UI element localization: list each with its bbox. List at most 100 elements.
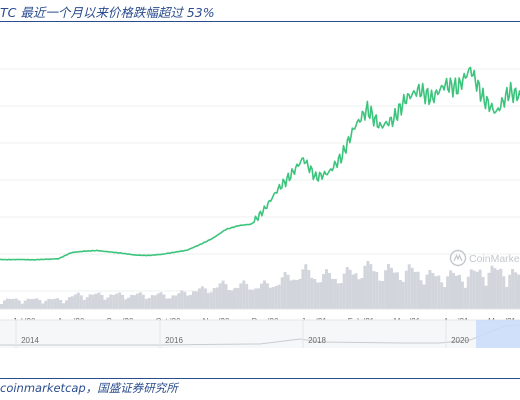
- volume-bar: [239, 283, 243, 309]
- volume-bar: [378, 280, 382, 309]
- watermark: CoinMarket: [449, 249, 520, 267]
- volume-bar: [41, 303, 45, 309]
- volume-bar: [17, 300, 21, 309]
- volume-bar: [133, 295, 136, 309]
- volume-bar: [455, 275, 458, 309]
- volume-bar: [177, 293, 181, 309]
- volume-bar: [189, 294, 193, 309]
- volume-bar: [484, 285, 488, 309]
- volume-bar: [319, 282, 323, 309]
- volume-bar: [345, 267, 349, 309]
- volume-bar: [360, 278, 364, 309]
- volume-bar: [200, 286, 204, 309]
- volume-bar: [5, 298, 9, 309]
- volume-bar: [472, 270, 476, 309]
- volume-bar: [62, 303, 65, 309]
- volume-bar: [245, 283, 249, 309]
- navigator-selection[interactable]: [476, 320, 520, 348]
- volume-bar: [183, 291, 187, 309]
- volume-bar: [410, 267, 414, 309]
- volume-bar: [469, 269, 473, 309]
- volume-bar: [463, 287, 467, 309]
- volume-bar: [198, 288, 201, 309]
- volume-bar: [419, 280, 423, 309]
- volume-bar: [251, 289, 255, 309]
- volume-bar: [236, 287, 240, 309]
- volume-bar: [369, 264, 373, 309]
- volume-bar: [366, 261, 370, 309]
- volume-bar: [91, 294, 95, 309]
- volume-bar: [511, 269, 515, 309]
- volume-bar: [68, 297, 71, 309]
- volume-bar: [174, 295, 178, 309]
- volume-bar: [233, 287, 237, 309]
- volume-bar: [230, 290, 234, 309]
- volume-bar: [425, 274, 429, 309]
- volume-bar: [26, 298, 30, 309]
- volume-bar: [342, 273, 346, 309]
- volume-bar: [339, 283, 343, 309]
- volume-bar: [517, 274, 520, 309]
- volume-bar: [192, 291, 195, 309]
- volume-bar: [295, 280, 299, 309]
- volume-bar: [254, 288, 258, 309]
- volume-bar: [79, 295, 83, 309]
- volume-bar: [180, 290, 184, 309]
- volume-bar: [375, 271, 379, 309]
- volume-bar: [186, 295, 190, 309]
- volume-bar: [428, 270, 432, 309]
- volume-bar: [443, 287, 447, 309]
- volume-bar: [215, 287, 219, 309]
- volume-bar: [150, 295, 154, 309]
- navigator-ticks: 2014 2016 2018 2020: [15, 320, 469, 348]
- volume-bar: [330, 278, 334, 309]
- volume-bar: [283, 272, 287, 309]
- volume-bar: [292, 279, 296, 309]
- volume-bar: [440, 282, 444, 309]
- volume-bar: [413, 272, 417, 309]
- volume-bar: [138, 292, 142, 309]
- volume-bar: [109, 294, 113, 309]
- volume-bar: [73, 294, 77, 309]
- volume-bar: [487, 272, 491, 309]
- volume-bar: [481, 277, 485, 309]
- volume-bar: [381, 281, 385, 309]
- volume-bar: [56, 298, 60, 309]
- volume-bar: [32, 298, 36, 309]
- volume-bar: [265, 283, 269, 309]
- volume-bar: [401, 281, 405, 309]
- volume-bar: [325, 269, 328, 309]
- watermark-text: CoinMarket: [469, 253, 520, 265]
- volume-bar: [333, 279, 337, 309]
- volume-bar: [14, 298, 18, 309]
- volume-bar: [390, 267, 393, 309]
- volume-bar: [422, 284, 426, 309]
- volume-bar: [168, 298, 172, 309]
- volume-bar: [76, 292, 80, 309]
- volume-bar: [514, 272, 518, 309]
- volume-bar: [159, 292, 163, 309]
- volume-bar: [277, 284, 281, 309]
- volume-bar: [47, 298, 51, 309]
- volume-bar: [212, 288, 216, 309]
- volume-bar: [70, 296, 74, 309]
- volume-bar: [357, 279, 361, 309]
- volume-bar: [257, 288, 260, 309]
- volume-bar: [437, 275, 441, 309]
- volume-bar: [354, 273, 358, 309]
- volume-bar: [23, 300, 27, 309]
- volume-bar: [65, 300, 68, 309]
- volume-bar: [153, 295, 157, 309]
- volume-bar: [508, 274, 512, 309]
- navigator-tick-label: 2018: [308, 336, 326, 345]
- volume-bar: [209, 292, 213, 309]
- volume-bar: [260, 283, 263, 309]
- volume-bar: [0, 304, 3, 309]
- watermark-logo-mark: [453, 254, 463, 262]
- volume-bar: [242, 280, 246, 309]
- volume-bar: [313, 279, 317, 309]
- volume-bar: [85, 297, 89, 309]
- volume-bar: [144, 298, 148, 309]
- volume-bar: [44, 300, 48, 309]
- volume-bar: [316, 282, 320, 309]
